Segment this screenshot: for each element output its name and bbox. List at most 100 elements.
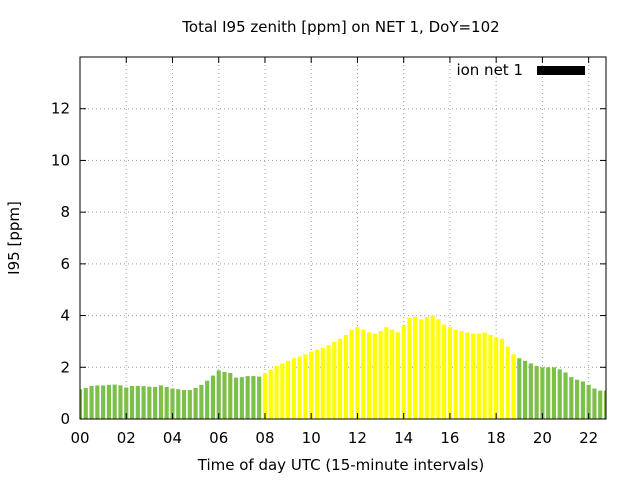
bar bbox=[291, 358, 296, 419]
bar bbox=[251, 376, 256, 419]
bar bbox=[101, 385, 106, 419]
x-tick-label: 02 bbox=[117, 429, 136, 447]
x-axis-label: Time of day UTC (15-minute intervals) bbox=[197, 456, 484, 474]
bar bbox=[534, 365, 539, 419]
bar bbox=[135, 385, 140, 419]
bar bbox=[384, 327, 389, 419]
bar bbox=[459, 331, 464, 419]
bar bbox=[112, 384, 117, 419]
bar bbox=[118, 385, 123, 419]
y-tick-label: 8 bbox=[60, 203, 70, 221]
bar bbox=[274, 365, 279, 419]
bar bbox=[505, 346, 510, 419]
bar bbox=[164, 386, 169, 419]
bar bbox=[222, 371, 227, 419]
bar bbox=[453, 329, 458, 419]
y-tick-label: 4 bbox=[60, 307, 70, 325]
bar bbox=[418, 319, 424, 419]
bar bbox=[141, 386, 146, 419]
bar bbox=[424, 316, 429, 419]
bar bbox=[598, 390, 603, 419]
x-tick-label: 12 bbox=[348, 429, 367, 447]
bar bbox=[239, 377, 244, 419]
bar bbox=[442, 324, 447, 419]
legend: ion net 1 bbox=[456, 61, 585, 79]
bar bbox=[80, 389, 83, 419]
bar bbox=[262, 373, 268, 419]
chart-title: Total I95 zenith [ppm] on NET 1, DoY=102 bbox=[181, 18, 499, 36]
bar bbox=[499, 338, 505, 419]
bar bbox=[575, 379, 580, 419]
bar bbox=[83, 387, 88, 419]
bar bbox=[286, 360, 291, 419]
bar bbox=[245, 376, 250, 419]
bar bbox=[106, 384, 111, 419]
bar bbox=[372, 333, 377, 419]
y-tick-label: 10 bbox=[51, 151, 70, 169]
bar bbox=[366, 332, 372, 419]
bar bbox=[361, 329, 366, 419]
bar bbox=[320, 347, 325, 419]
bar bbox=[522, 360, 528, 419]
bar bbox=[95, 385, 100, 419]
bar bbox=[170, 388, 175, 419]
y-axis-label: I95 [ppm] bbox=[5, 201, 23, 275]
bar bbox=[326, 345, 331, 419]
bar bbox=[470, 333, 476, 419]
bar bbox=[187, 390, 192, 419]
bar bbox=[355, 327, 360, 419]
bar bbox=[147, 386, 152, 419]
y-tick-label: 12 bbox=[51, 100, 70, 118]
bar bbox=[476, 333, 481, 419]
plot-frame bbox=[79, 56, 607, 420]
bar bbox=[546, 367, 551, 419]
bar bbox=[401, 325, 406, 419]
bar bbox=[488, 334, 493, 419]
bar bbox=[216, 370, 221, 419]
bar bbox=[129, 385, 135, 419]
bar bbox=[303, 354, 308, 419]
bar bbox=[540, 367, 545, 419]
bar bbox=[176, 389, 181, 419]
bar bbox=[338, 338, 343, 419]
bar bbox=[592, 388, 597, 419]
bar bbox=[528, 363, 533, 419]
bar bbox=[199, 384, 204, 419]
bar bbox=[89, 385, 94, 419]
x-tick-label: 00 bbox=[70, 429, 89, 447]
grid-lines bbox=[80, 57, 606, 419]
x-tick-label: 04 bbox=[163, 429, 182, 447]
bar bbox=[314, 349, 320, 419]
y-tick-label: 0 bbox=[60, 410, 70, 428]
bar bbox=[297, 356, 302, 419]
bar bbox=[205, 380, 210, 419]
x-tick-label: 22 bbox=[579, 429, 598, 447]
bar bbox=[378, 331, 383, 419]
bar bbox=[124, 387, 129, 419]
x-tick-label: 14 bbox=[394, 429, 413, 447]
bar bbox=[257, 376, 262, 419]
bar bbox=[153, 386, 158, 419]
bar bbox=[603, 390, 606, 419]
bar bbox=[349, 329, 354, 419]
bar bbox=[430, 315, 435, 419]
bar bbox=[465, 332, 470, 419]
bar bbox=[193, 387, 198, 419]
bar bbox=[395, 332, 400, 419]
x-tick-label: 08 bbox=[255, 429, 274, 447]
bar bbox=[210, 375, 216, 419]
bar bbox=[580, 381, 585, 419]
bar bbox=[332, 341, 337, 419]
bar bbox=[407, 318, 412, 419]
bar bbox=[569, 377, 574, 419]
x-tick-label: 16 bbox=[440, 429, 459, 447]
bar bbox=[181, 390, 187, 419]
bar bbox=[482, 332, 487, 419]
bar bbox=[494, 337, 499, 419]
bar bbox=[268, 369, 273, 419]
legend-label: ion net 1 bbox=[456, 61, 523, 79]
bar bbox=[551, 367, 557, 419]
y-tick-label: 6 bbox=[60, 255, 70, 273]
